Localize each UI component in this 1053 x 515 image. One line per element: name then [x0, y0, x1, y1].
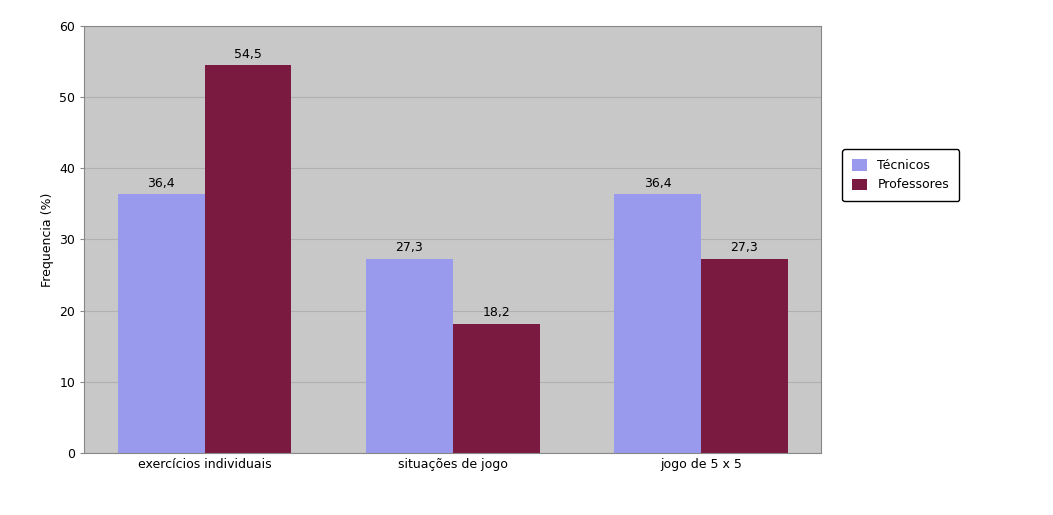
Bar [453, 323, 539, 453]
Text: 18,2: 18,2 [482, 306, 510, 319]
Text: 54,5: 54,5 [234, 48, 262, 61]
Bar [204, 65, 292, 453]
Text: 36,4: 36,4 [147, 177, 175, 190]
Text: 27,3: 27,3 [731, 242, 758, 254]
Bar [614, 194, 701, 453]
Text: 36,4: 36,4 [643, 177, 672, 190]
Text: 27,3: 27,3 [396, 242, 423, 254]
Bar [701, 259, 788, 453]
Bar [366, 259, 453, 453]
Legend: Técnicos, Professores: Técnicos, Professores [842, 149, 959, 201]
Y-axis label: Frequencia (%): Frequencia (%) [41, 192, 54, 287]
Bar [118, 194, 204, 453]
